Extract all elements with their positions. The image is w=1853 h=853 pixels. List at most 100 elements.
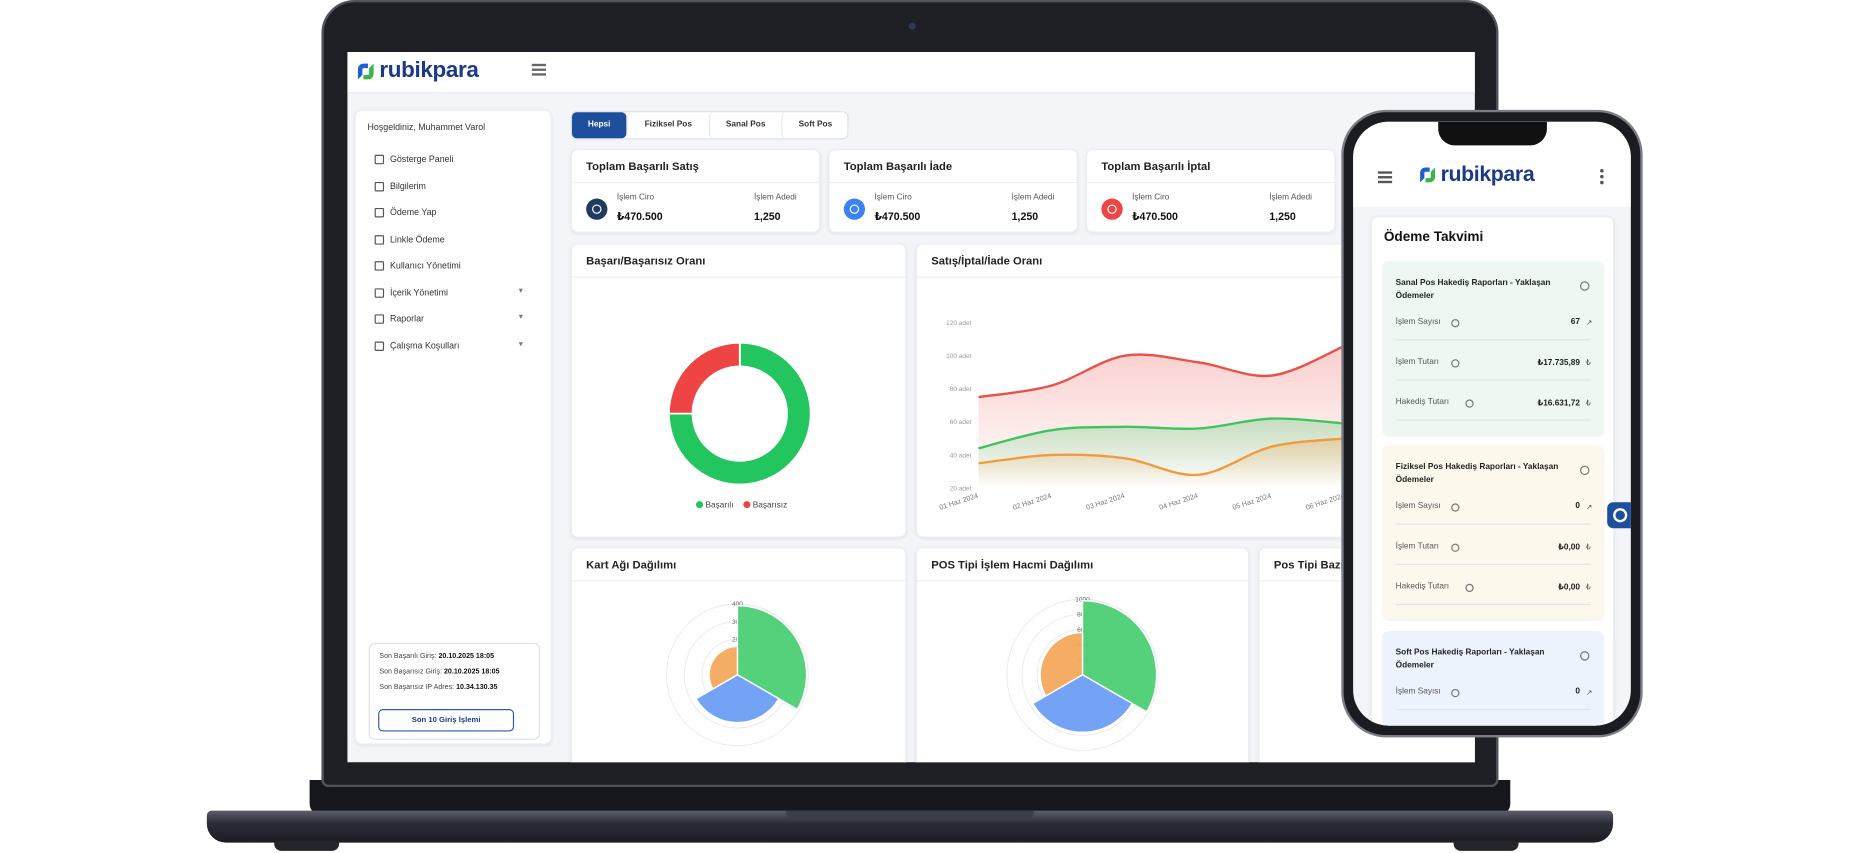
y-tick-label: 120 adet <box>946 320 971 327</box>
series-area <box>978 438 1343 489</box>
stat-icon <box>586 198 608 220</box>
divider <box>829 181 1077 184</box>
kebab-dot <box>1600 168 1604 172</box>
x-tick-label: 04 Haz 2024 <box>1158 492 1199 512</box>
count-value: 1,250 <box>1269 210 1296 223</box>
info-icon <box>1451 503 1460 512</box>
x-tick-label: 02 Haz 2024 <box>1012 492 1053 512</box>
chart-card: POS Tipi İşlem Hacmi Dağılımı 20040060080… <box>915 547 1250 763</box>
series-line <box>978 345 1343 399</box>
row-icon: ₺ <box>1585 583 1591 593</box>
settings-icon <box>1613 508 1628 523</box>
chart-title: POS Tipi İşlem Hacmi Dağılımı <box>931 558 1094 572</box>
menu-item[interactable]: Kullanıcı Yönetimi <box>372 258 537 275</box>
menu-item[interactable]: Bilgilerim <box>372 178 537 195</box>
payment-calendar-card: Ödeme Takvimi Sanal Pos Hakediş Raporları… <box>1370 216 1615 726</box>
settlement-title: Fiziksel Pos Hakediş Raporları - Yaklaşa… <box>1395 463 1559 485</box>
legend-label: Başarısız <box>753 501 787 510</box>
menu-icon <box>374 287 385 298</box>
y-tick-label: 80 adet <box>950 386 972 393</box>
row-label: İşlem Tutarı <box>1395 542 1439 551</box>
row-value: ₺17.735,89 <box>1537 359 1581 368</box>
login-history-button[interactable]: Son 10 Giriş İşlemi <box>378 709 515 732</box>
polar-segment <box>736 604 808 711</box>
row-value: ₺0,00 <box>1558 583 1581 593</box>
divider <box>1395 603 1591 606</box>
menu-item[interactable]: İçerik Yönetimi ▾ <box>372 284 537 301</box>
legend-swatch <box>743 501 751 509</box>
login-line: Son Başarısız Giriş: 20.10.2025 18:05 <box>379 669 499 676</box>
series-line <box>978 417 1343 450</box>
ciro-value: ₺470.500 <box>1132 210 1178 223</box>
top-bar: rubikpara <box>347 51 1475 94</box>
logo-mark <box>357 63 369 80</box>
menu-toggle-bar <box>531 68 546 71</box>
menu-label: Linkle Ödeme <box>389 233 445 245</box>
info-icon <box>1580 281 1590 291</box>
row-icon: ↗ <box>1585 319 1593 328</box>
menu-label: Raporlar <box>389 313 424 324</box>
menu-icon <box>374 314 385 324</box>
row-icon: ↗ <box>1585 688 1593 698</box>
grid-ring <box>1006 598 1159 751</box>
info-icon <box>1465 399 1474 408</box>
divider <box>917 580 1248 582</box>
polar-segment <box>694 673 780 724</box>
menu-label: Kullanıcı Yönetimi <box>389 259 461 271</box>
menu-item[interactable]: Linkle Ödeme <box>372 231 537 248</box>
settings-button[interactable] <box>1607 502 1631 529</box>
laptop-foot <box>1453 841 1519 851</box>
stat-title: Toplam Başarılı İptal <box>1101 160 1211 174</box>
menu-toggle[interactable] <box>531 63 546 76</box>
tab[interactable]: Fiziksel Pos <box>626 112 709 139</box>
phone: rubikpara Ödeme Takvimi Sanal Pos Hakediş … <box>1341 109 1643 738</box>
menu-toggle-bar <box>1377 180 1393 183</box>
legend-label: Başarılı <box>706 501 734 510</box>
menu-toggle-bar <box>1377 171 1393 174</box>
r-tick-label: 400 <box>732 601 743 608</box>
settlement-card: Fiziksel Pos Hakediş Raporları - Yaklaşa… <box>1382 445 1604 620</box>
info-icon <box>1451 543 1460 552</box>
menu-toggle[interactable] <box>1377 171 1393 183</box>
phone-notch <box>1438 121 1547 146</box>
tab[interactable]: Soft Pos <box>781 112 848 139</box>
row-value: ₺16.631,72 <box>1537 399 1581 408</box>
divider <box>1087 181 1335 184</box>
ciro-value: ₺470.500 <box>616 210 663 223</box>
row-label: İşlem Sayısı <box>1395 687 1441 697</box>
settlement-card: Sanal Pos Hakediş Raporları - Yaklaşan Ö… <box>1382 261 1604 435</box>
row-icon: ↗ <box>1585 503 1593 512</box>
stat-title: Toplam Başarılı Satış <box>586 160 699 174</box>
logo-text: rubikpara <box>379 57 479 83</box>
count-label: İşlem Adedi <box>1269 193 1312 203</box>
info-icon <box>1451 359 1460 368</box>
laptop-screen: rubikpara Hoşgeldiniz, Muhammet Varol Göst… <box>347 51 1475 763</box>
menu-item[interactable]: Gösterge Paneli <box>372 151 537 168</box>
y-tick-label: 40 adet <box>950 452 972 459</box>
tab[interactable]: Sanal Pos <box>709 112 781 139</box>
polar-segment <box>1039 631 1084 697</box>
row-icon: ₺ <box>1585 359 1591 368</box>
row-label: İşlem Tutarı <box>1395 358 1439 367</box>
login-value: 20.10.2025 18:05 <box>443 668 500 676</box>
stat-icon <box>1101 198 1123 220</box>
ciro-label: İşlem Ciro <box>616 193 655 203</box>
row-label: İşlem Sayısı <box>1395 317 1441 327</box>
y-tick-label: 20 adet <box>950 485 972 492</box>
x-tick-label: 05 Haz 2024 <box>1232 492 1273 512</box>
menu-toggle-bar <box>531 63 546 66</box>
info-icon <box>1580 651 1590 661</box>
info-icon <box>1580 465 1590 476</box>
tab[interactable]: Hepsi <box>571 112 627 139</box>
x-tick-label: 01 Haz 2024 <box>938 492 979 512</box>
kebab-menu[interactable] <box>1600 168 1605 186</box>
ciro-value: ₺470.500 <box>874 210 921 223</box>
menu-item[interactable]: Ödeme Yap <box>372 204 537 221</box>
login-value: 20.10.2025 18:05 <box>438 653 495 661</box>
y-tick-label: 100 adet <box>946 353 971 360</box>
polar-segment <box>708 645 739 690</box>
stat-icon <box>843 198 866 220</box>
menu-item[interactable]: Raporlar ▾ <box>372 311 537 328</box>
menu-item[interactable]: Çalışma Koşulları ▾ <box>372 337 537 354</box>
login-label: Son Başarılı Giriş: <box>379 653 437 661</box>
